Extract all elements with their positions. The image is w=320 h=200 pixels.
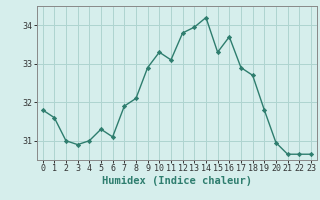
X-axis label: Humidex (Indice chaleur): Humidex (Indice chaleur) xyxy=(102,176,252,186)
